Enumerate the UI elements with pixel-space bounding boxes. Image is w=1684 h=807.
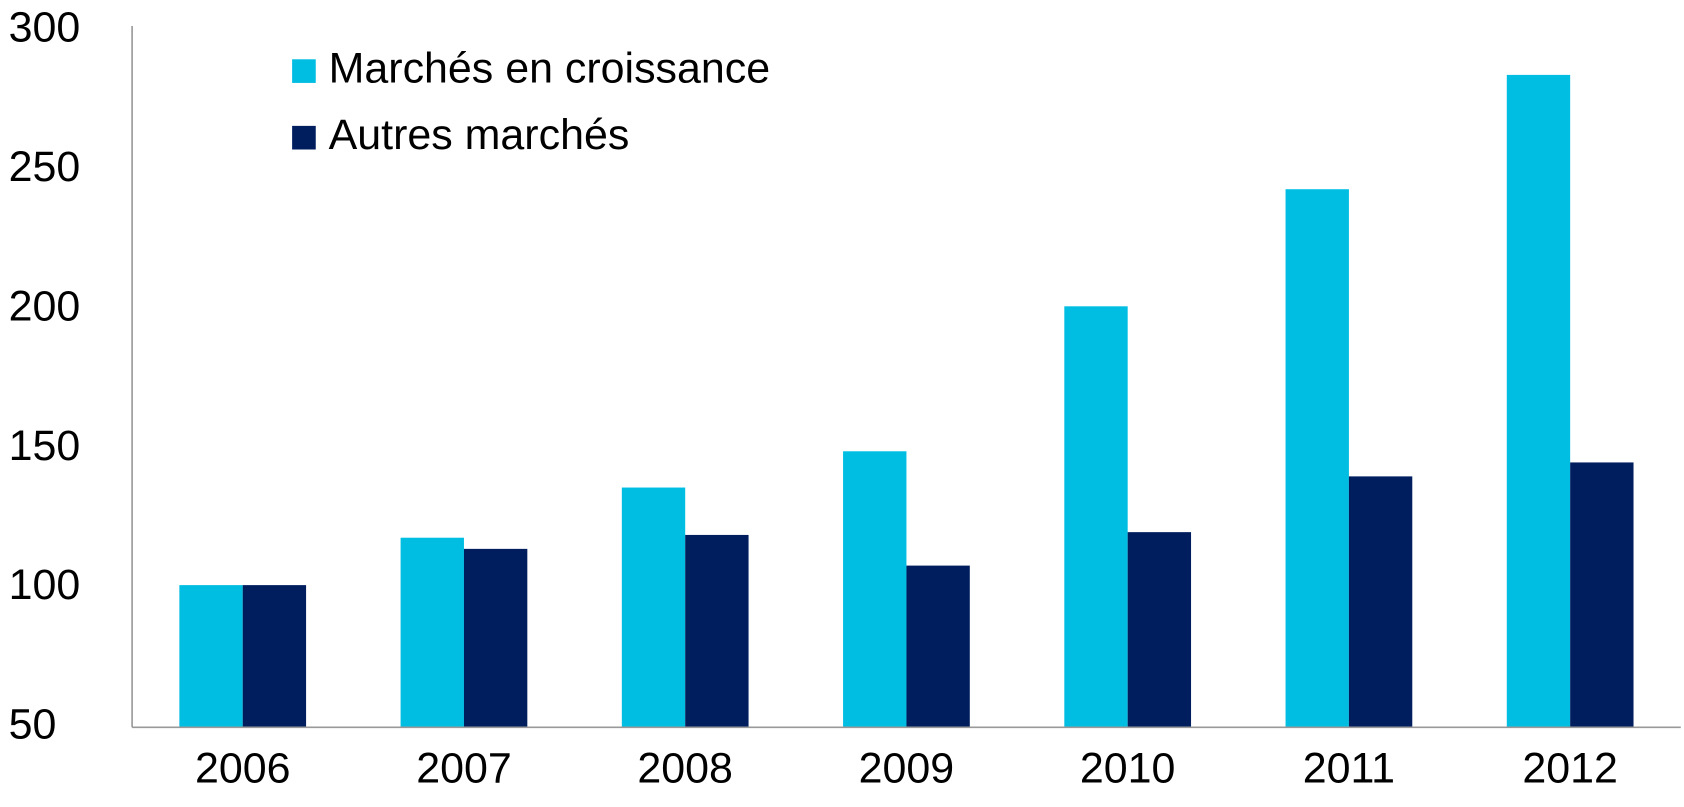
bar	[906, 565, 970, 728]
bar	[1348, 476, 1413, 728]
y-tick-label: 150	[9, 422, 81, 470]
x-tick-label: 2006	[195, 745, 291, 793]
x-tick-label: 2007	[416, 745, 512, 793]
bar	[1506, 74, 1571, 728]
x-tick-label: 2012	[1522, 745, 1618, 793]
y-tick-label: 250	[9, 143, 81, 191]
bar	[242, 585, 307, 728]
y-tick-label: 100	[9, 561, 81, 609]
y-tick-label: 300	[9, 4, 81, 52]
bar	[463, 548, 528, 728]
y-tick-label: 200	[9, 282, 81, 330]
bar	[1064, 306, 1128, 728]
x-tick-label: 2010	[1080, 745, 1176, 793]
bar	[621, 487, 686, 728]
x-tick-label: 2008	[637, 745, 733, 793]
bar	[179, 585, 243, 728]
legend-swatch	[292, 125, 316, 150]
bar	[1285, 189, 1349, 728]
bar	[843, 451, 907, 728]
bar	[400, 537, 464, 728]
y-tick-label: 50	[9, 701, 57, 749]
legend-label: Marchés en croissance	[329, 44, 771, 92]
legend-swatch	[292, 59, 316, 83]
legend-label: Autres marchés	[329, 111, 630, 159]
x-tick-label: 2011	[1303, 745, 1395, 793]
bar	[685, 534, 749, 728]
bar	[1570, 462, 1634, 728]
bar	[1127, 532, 1192, 728]
x-tick-label: 2009	[859, 745, 955, 793]
